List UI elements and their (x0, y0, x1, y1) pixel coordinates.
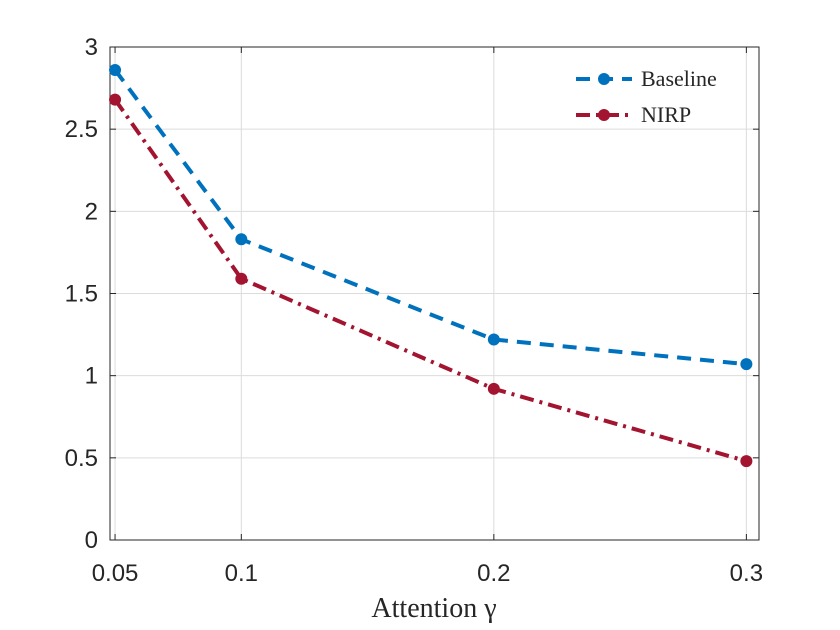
x-tick-label: 0.1 (225, 560, 258, 587)
x-tick-label: 0.3 (730, 560, 763, 587)
nirp-series-line (113, 98, 747, 464)
baseline-legend-marker (598, 73, 610, 85)
nirp-legend-label: NIRP (641, 102, 691, 127)
nirp-data-point (235, 272, 248, 285)
nirp-data-point (740, 455, 753, 468)
x-axis-title: Attention γ (371, 593, 496, 624)
baseline-data-point (740, 358, 753, 371)
baseline-data-point (487, 333, 500, 346)
y-tick-label: 3 (85, 34, 98, 61)
nirp-legend-marker (598, 109, 610, 121)
nirp-data-point (487, 382, 500, 395)
nirp-data-point (109, 93, 122, 106)
axis-ticks: 0 0.5 1 1.5 2 2.5 3 0.05 0.1 0.2 0.3 (65, 34, 763, 587)
baseline-data-point (235, 233, 248, 246)
y-tick-label: 2.5 (65, 116, 98, 143)
y-tick-label: 0 (85, 527, 98, 554)
x-tick-label: 0.2 (477, 560, 510, 587)
y-tick-label: 2 (85, 198, 98, 225)
data-series (109, 64, 753, 468)
legend: Baseline NIRP (576, 66, 717, 127)
baseline-data-point (109, 64, 122, 77)
baseline-series-line (113, 68, 747, 367)
baseline-legend-label: Baseline (641, 66, 717, 91)
y-tick-label: 0.5 (65, 445, 98, 472)
y-tick-label: 1 (85, 363, 98, 390)
y-tick-label: 1.5 (65, 281, 98, 308)
x-tick-label: 0.05 (92, 560, 139, 587)
